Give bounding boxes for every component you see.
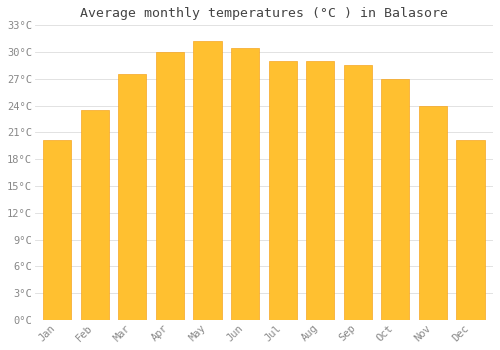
Bar: [118, 75, 146, 320]
Bar: [382, 79, 409, 320]
Bar: [43, 140, 72, 320]
Title: Average monthly temperatures (°C ) in Balasore: Average monthly temperatures (°C ) in Ba…: [80, 7, 448, 20]
Bar: [80, 110, 109, 320]
Bar: [306, 61, 334, 320]
Bar: [344, 65, 372, 320]
Bar: [194, 41, 222, 320]
Bar: [231, 48, 259, 320]
Bar: [156, 52, 184, 320]
Bar: [419, 106, 447, 320]
Bar: [268, 61, 297, 320]
Bar: [456, 140, 484, 320]
